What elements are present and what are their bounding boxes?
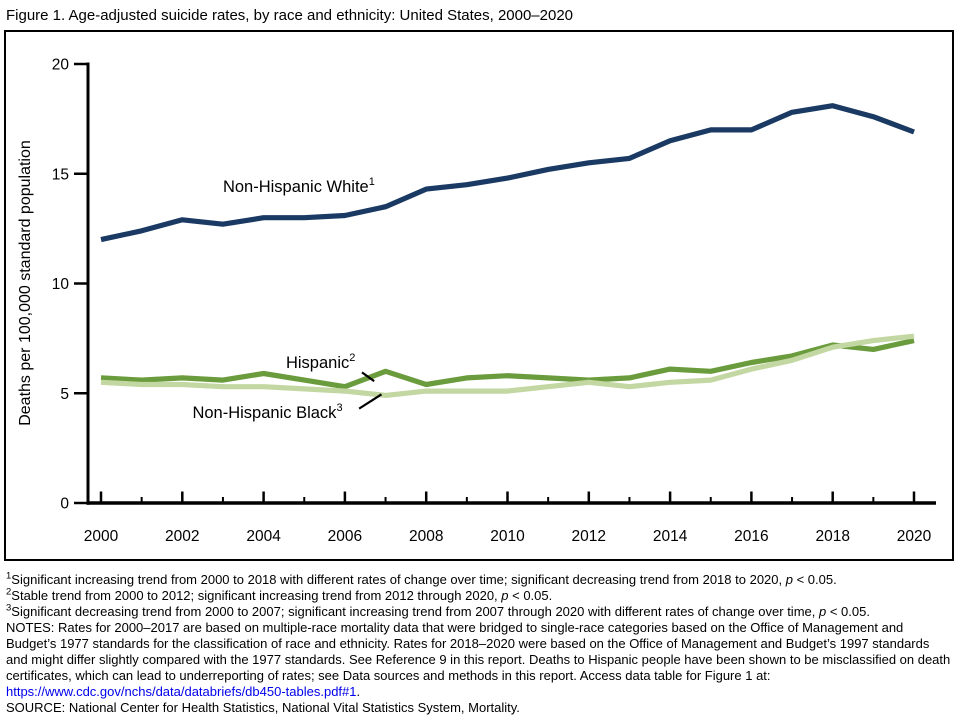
figure-title: Figure 1. Age-adjusted suicide rates, by… [6,7,574,24]
footnote-2: 2Stable trend from 2000 to 2012; signifi… [6,586,553,603]
x-axis-tick-label: 2012 [572,528,606,545]
notes-text: NOTES: Rates for 2000–2017 are based on … [6,620,951,683]
data-table-link[interactable]: https://www.cdc.gov/nchs/data/databriefs… [6,684,357,699]
x-axis-tick-label: 2020 [897,528,932,545]
chart-container: 0 5 10 15 20 Deaths per 100,000 standard popu… [4,30,954,561]
series-line-hispanic [100,338,915,390]
series-label-leader-hispanic [361,371,375,383]
data-table-link-line: https://www.cdc.gov/nchs/data/databriefs… [6,684,954,700]
y-axis-tick-label: 0 [60,496,69,513]
suicide-rates-line-chart: 0 5 10 15 20 Deaths per 100,000 standard popu… [17,57,936,545]
x-axis-tick-label: 2010 [490,528,525,545]
y-axis-tick-label: 10 [52,276,70,293]
footnote-3: 3Significant decreasing trend from 2000 … [6,602,870,619]
y-axis-tick-label: 20 [52,57,70,74]
footnotes-block: 1Significant increasing trend from 2000 … [6,570,954,716]
series-label-non-hispanic-white: Non-Hispanic White1 [223,176,375,196]
link-suffix: . [356,684,361,699]
x-axis-tick-label: 2016 [734,528,768,545]
x-axis-tick-label: 2000 [84,528,119,545]
series-label-hispanic: Hispanic2 [286,352,355,372]
x-axis-tick-label: 2004 [246,528,281,545]
x-axis-tick-label: 2014 [653,528,688,545]
series-line-non-hispanic-black [100,333,915,398]
y-axis-tick-label: 15 [52,166,69,183]
y-axis-title: Deaths per 100,000 standard population [17,140,34,426]
series-line-non-hispanic-white [100,103,915,243]
footnote-1: 1Significant increasing trend from 2000 … [6,570,837,587]
x-axis-tick-label: 2002 [165,528,199,545]
source-text: SOURCE: National Center for Health Stati… [6,700,520,715]
series-label-non-hispanic-black: Non-Hispanic Black3 [192,402,342,422]
x-axis-tick-label: 2008 [409,528,443,545]
series-label-leader-non-hispanic-black [358,393,383,410]
x-axis-tick-label: 2018 [815,528,849,545]
y-axis-tick-label: 5 [60,386,69,403]
x-axis-tick-label: 2006 [328,528,362,545]
